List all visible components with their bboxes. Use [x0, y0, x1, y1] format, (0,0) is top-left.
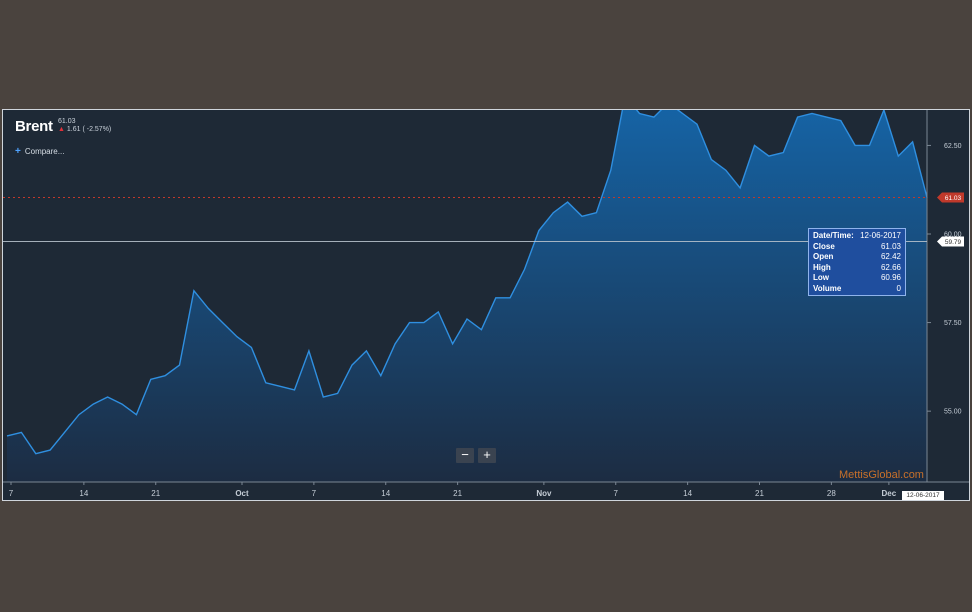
price-area	[7, 110, 927, 482]
x-tick-label: 21	[755, 489, 764, 498]
x-tick-label: 28	[827, 489, 836, 498]
y-tick-label: 60.00	[944, 232, 962, 239]
price-chart[interactable]: 55.00 57.50 60.00 62.50 7 14 21 Oct 7 14 21 Nov 7 14 2…	[3, 110, 969, 500]
y-tick-label: 57.50	[944, 320, 962, 327]
plus-icon: +	[15, 146, 21, 157]
current-date-tag: 12-06-2017	[902, 491, 944, 500]
compare-label: Compare...	[24, 147, 65, 156]
price-change-value: 1.61 ( -2.57%)	[66, 126, 112, 133]
x-tick-label: 14	[381, 489, 390, 498]
y-tick-label: 55.00	[944, 409, 962, 416]
last-price: 61.03	[58, 118, 76, 125]
svg-text:59.79: 59.79	[945, 239, 962, 246]
tooltip-row-date: Date/Time: 12-06-2017	[813, 231, 901, 240]
x-tick-label: 21	[151, 489, 160, 498]
svg-text:61.03: 61.03	[945, 195, 962, 202]
x-tick-label: 7	[312, 489, 317, 498]
x-tick-label: Nov	[536, 489, 552, 498]
x-tick-label: 7	[9, 489, 14, 498]
zoom-out-button[interactable]: −	[456, 448, 474, 463]
zoom-in-button[interactable]: +	[478, 448, 496, 463]
tooltip-row-volume: Volume 0	[813, 283, 901, 293]
x-tick-label: Dec	[882, 489, 897, 498]
price-line	[6, 110, 928, 455]
x-tick-label: 21	[453, 489, 462, 498]
tooltip-row-low: Low 60.96	[813, 273, 901, 282]
tooltip-row-open: Open 62.42	[813, 252, 901, 261]
tooltip-row-high: High 62.66	[813, 262, 901, 272]
compare-button[interactable]: + Compare...	[15, 146, 64, 157]
x-tick-label: 14	[683, 489, 692, 498]
chart-panel: 55.00 57.50 60.00 62.50 7 14 21 Oct 7 14 21 Nov 7 14 2…	[2, 109, 970, 501]
last-price-tag: 61.03	[937, 192, 964, 203]
data-tooltip: Date/Time: 12-06-2017 Close 61.03 Open 62.4…	[808, 228, 906, 296]
price-change: ▲ 1.61 ( -2.57%)	[58, 126, 111, 133]
watermark-logo: MettisGlobal.com	[839, 469, 924, 481]
tooltip-row-close: Close 61.03	[813, 241, 901, 251]
x-tick-label: 7	[614, 489, 619, 498]
down-arrow-icon: ▲	[58, 126, 65, 133]
y-tick-label: 62.50	[944, 143, 962, 150]
crosshair-price-tag: 59.79	[937, 236, 964, 247]
instrument-title: Brent	[15, 118, 53, 135]
x-tick-label: Oct	[235, 489, 249, 498]
x-tick-label: 14	[79, 489, 88, 498]
